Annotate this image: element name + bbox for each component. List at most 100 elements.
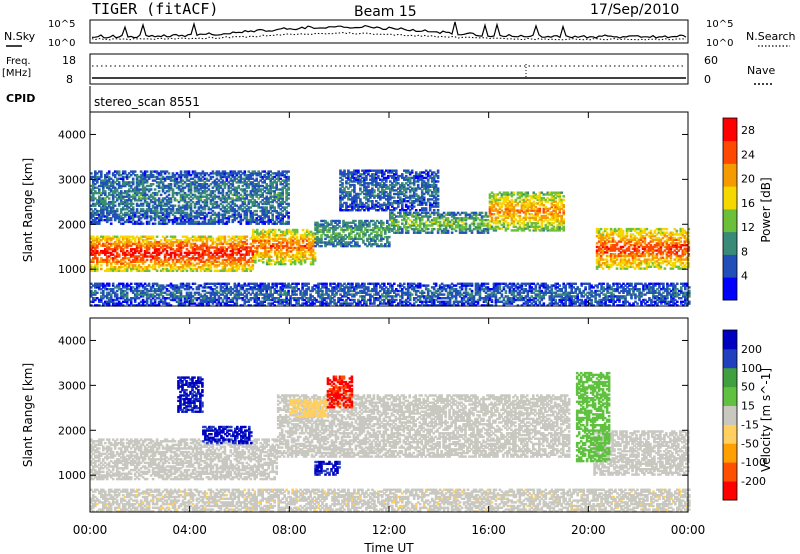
heatmap-cell — [237, 257, 241, 260]
heatmap-cell — [183, 240, 187, 244]
heatmap-cell — [500, 204, 504, 207]
heatmap-cell — [187, 174, 191, 177]
heatmap-cell — [207, 255, 211, 258]
heatmap-cell — [157, 257, 161, 260]
heatmap-cell — [233, 191, 237, 195]
heatmap-cell — [100, 174, 103, 177]
heatmap-cell — [277, 250, 281, 253]
heatmap-cell — [171, 190, 175, 193]
heatmap-cell — [237, 175, 241, 179]
heatmap-cell — [613, 244, 617, 247]
heatmap-cell — [249, 242, 253, 246]
heatmap-cell — [159, 206, 163, 209]
heatmap-cell — [492, 195, 496, 198]
heatmap-cell — [113, 188, 117, 191]
heatmap-cell — [518, 196, 522, 200]
heatmap-cell — [259, 259, 263, 262]
heatmap-cell — [143, 174, 147, 177]
heatmap-cell — [171, 191, 175, 195]
heatmap-cell — [301, 248, 305, 251]
heatmap-cell — [657, 265, 661, 268]
heatmap-cell — [100, 172, 103, 175]
heatmap-cell — [311, 239, 315, 242]
heatmap-cell — [247, 184, 251, 188]
heatmap-cell — [102, 208, 105, 211]
heatmap-cell — [159, 218, 163, 222]
heatmap-cell — [94, 190, 97, 193]
heatmap-cell — [125, 181, 129, 184]
heatmap-cell — [107, 258, 111, 262]
heatmap-cell — [633, 236, 637, 240]
heatmap-cell — [113, 240, 117, 244]
heatmap-cell — [104, 239, 107, 242]
heatmap-cell — [90, 266, 93, 269]
heatmap-cell — [175, 222, 179, 225]
heatmap-cell — [320, 235, 323, 239]
heatmap-cell — [183, 186, 187, 189]
heatmap-cell — [209, 255, 213, 258]
heatmap-cell — [295, 243, 299, 246]
heatmap-cell — [245, 267, 249, 271]
heatmap-cell — [368, 235, 371, 239]
heatmap-cell — [121, 200, 125, 204]
heatmap-cell — [135, 257, 139, 260]
heatmap-cell — [546, 216, 550, 219]
heatmap-cell — [281, 241, 285, 244]
heatmap-cell — [657, 263, 661, 267]
heatmap-cell — [251, 181, 255, 184]
heatmap-cell — [518, 225, 522, 228]
heatmap-cell — [145, 237, 149, 240]
heatmap-cell — [143, 199, 147, 202]
heatmap-cell — [366, 225, 369, 228]
heatmap-cell — [544, 211, 548, 214]
heatmap-cell — [145, 179, 149, 182]
heatmap-cell — [510, 205, 514, 209]
heatmap-cell — [645, 267, 649, 270]
heatmap-cell — [169, 239, 173, 242]
heatmap-cell — [687, 227, 691, 231]
heatmap-cell — [183, 267, 187, 271]
heatmap-cell — [259, 217, 262, 220]
heatmap-cell — [107, 175, 111, 179]
heatmap-cell — [107, 177, 111, 180]
heatmap-cell — [346, 221, 349, 224]
heatmap-cell — [239, 246, 243, 249]
heatmap-cell — [484, 213, 488, 216]
heatmap-cell — [683, 242, 687, 245]
heatmap-cell — [221, 267, 225, 271]
heatmap-cell — [225, 204, 229, 207]
heatmap-cell — [536, 207, 540, 211]
heatmap-cell — [201, 257, 205, 260]
heatmap-cell — [107, 170, 111, 173]
heatmap-cell — [189, 242, 193, 246]
heatmap-cell — [213, 258, 217, 262]
heatmap-cell — [203, 204, 207, 207]
heatmap-cell — [506, 193, 510, 196]
heatmap-cell — [161, 175, 165, 179]
heatmap-cell — [131, 222, 135, 225]
heatmap-cell — [161, 235, 165, 238]
heatmap-cell — [599, 263, 603, 267]
heatmap-cell — [649, 253, 653, 256]
heatmap-cell — [139, 188, 143, 191]
heatmap-cell — [243, 197, 247, 200]
heatmap-cell — [322, 232, 325, 235]
heatmap-cell — [667, 244, 671, 247]
heatmap-cell — [685, 262, 689, 265]
heatmap-cell — [348, 243, 351, 246]
heatmap-cell — [546, 200, 550, 203]
heatmap-cell — [265, 235, 269, 239]
heatmap-cell — [617, 253, 621, 256]
heatmap-cell — [127, 264, 131, 267]
heatmap-cell — [520, 193, 524, 196]
heatmap-cell — [137, 246, 141, 249]
heatmap-cell — [661, 260, 665, 263]
heatmap-cell — [299, 234, 303, 237]
heatmap-cell — [169, 211, 173, 215]
heatmap-cell — [233, 213, 237, 216]
heatmap-cell — [96, 217, 99, 220]
heatmap-cell — [171, 206, 175, 209]
heatmap-cell — [334, 237, 337, 241]
heatmap-cell — [470, 229, 474, 233]
heatmap-cell — [209, 269, 213, 272]
